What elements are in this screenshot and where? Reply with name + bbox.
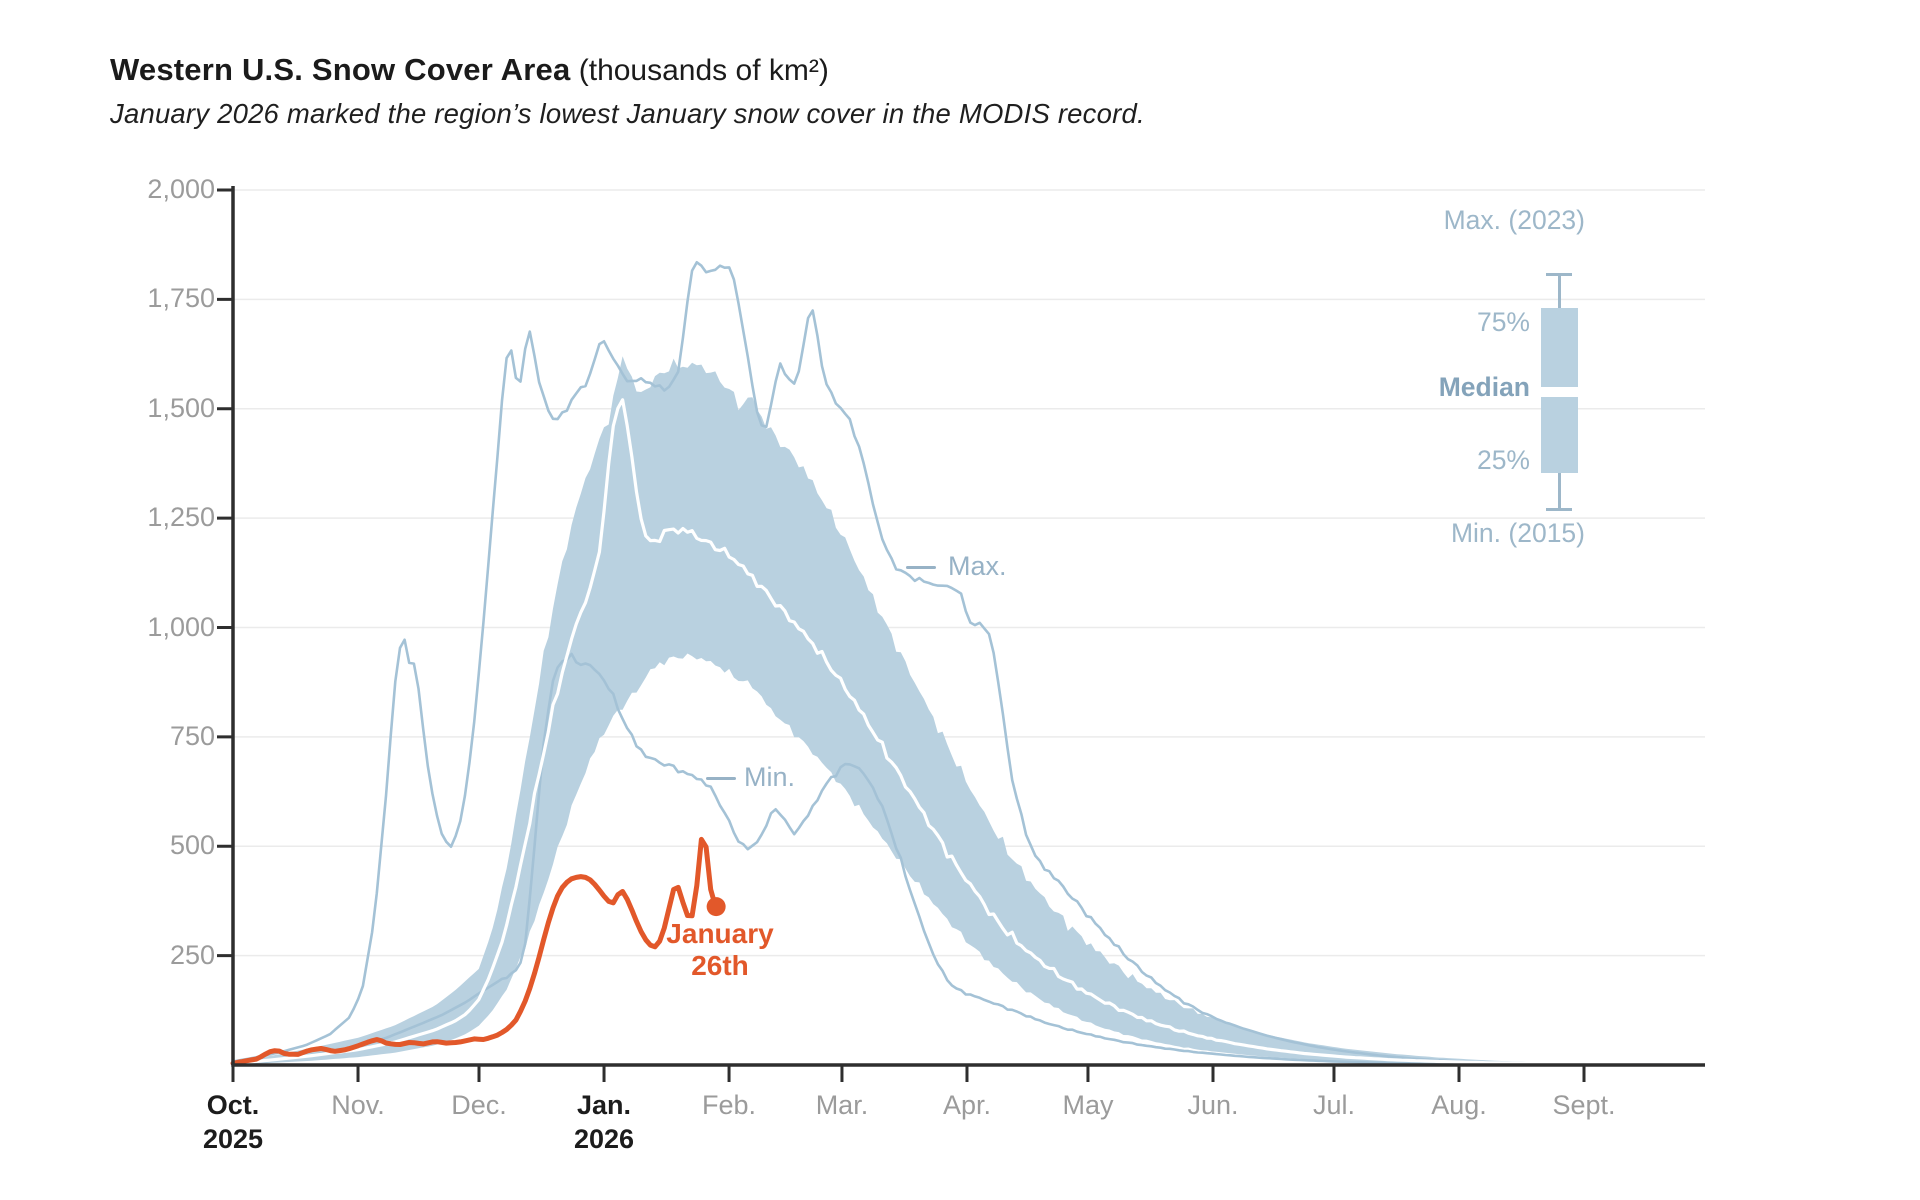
x-tick-label-mar: Mar. xyxy=(815,1090,869,1120)
x-tick-label-dec: Dec. xyxy=(451,1090,507,1120)
y-tick-label: 1,250 xyxy=(147,502,215,533)
y-tick-label: 1,500 xyxy=(147,392,215,423)
line-median xyxy=(231,398,1705,1067)
x-tick-label-apr: Apr. xyxy=(942,1090,991,1120)
legend-bottom-whisker-cap xyxy=(1546,508,1572,511)
x-tick-label-jan: Jan. 2026 xyxy=(573,1090,635,1154)
legend-bottom-whisker-line xyxy=(1557,473,1561,508)
x-tick-label-aug: Aug. xyxy=(1431,1090,1487,1120)
x-tick-label-nov: Nov. xyxy=(331,1090,385,1120)
x-tick-label-jul: Jul. xyxy=(1312,1090,1355,1120)
current-date-line1: January xyxy=(666,918,774,949)
legend-max-label: Max. (2023) xyxy=(1443,205,1585,235)
x-tick-label-may: May xyxy=(1062,1090,1114,1120)
title-row: Western U.S. Snow Cover Area (thousands … xyxy=(110,52,829,88)
current-date-annotation: January 26th xyxy=(638,918,802,982)
x-tick-label-sept: Sept. xyxy=(1552,1090,1616,1120)
y-tick-label: 2,000 xyxy=(147,174,215,204)
legend-median-notch xyxy=(1541,387,1578,397)
title-units: (thousands of km²) xyxy=(570,54,829,87)
page-title: Western U.S. Snow Cover Area xyxy=(110,52,571,87)
legend-boxplot: Max. (2023) 75% Median 25% Min. (2015) xyxy=(1380,205,1600,565)
y-tick-label: 1,750 xyxy=(147,283,215,314)
y-tick-label: 250 xyxy=(169,939,215,970)
current-endpoint-dot xyxy=(706,897,726,917)
legend-min-label: Min. (2015) xyxy=(1450,518,1585,548)
legend-p75-label: 75% xyxy=(1476,307,1530,337)
legend-p25-label: 25% xyxy=(1476,445,1530,475)
line-2025-26-season-through-january-26th- xyxy=(230,836,718,1066)
chart-subtitle: January 2026 marked the region’s lowest … xyxy=(110,98,1145,129)
x-tick-label-jun: Jun. xyxy=(1187,1090,1239,1120)
current-date-line2: 26th xyxy=(691,950,749,981)
min-annotation-dash xyxy=(706,777,736,780)
max-annotation-dash xyxy=(906,566,936,569)
y-tick-label: 750 xyxy=(169,720,215,751)
x-tick-label-oct: Oct. 2025 xyxy=(202,1090,264,1154)
legend-median-label: Median xyxy=(1438,372,1530,402)
x-tick-label-feb: Feb. xyxy=(702,1090,757,1120)
max-annotation-label: Max. xyxy=(948,551,1007,581)
y-tick-label: 1,000 xyxy=(147,611,215,642)
legend-top-whisker-line xyxy=(1557,273,1561,308)
min-annotation-label: Min. xyxy=(744,762,796,792)
y-tick-label: 500 xyxy=(169,830,215,861)
